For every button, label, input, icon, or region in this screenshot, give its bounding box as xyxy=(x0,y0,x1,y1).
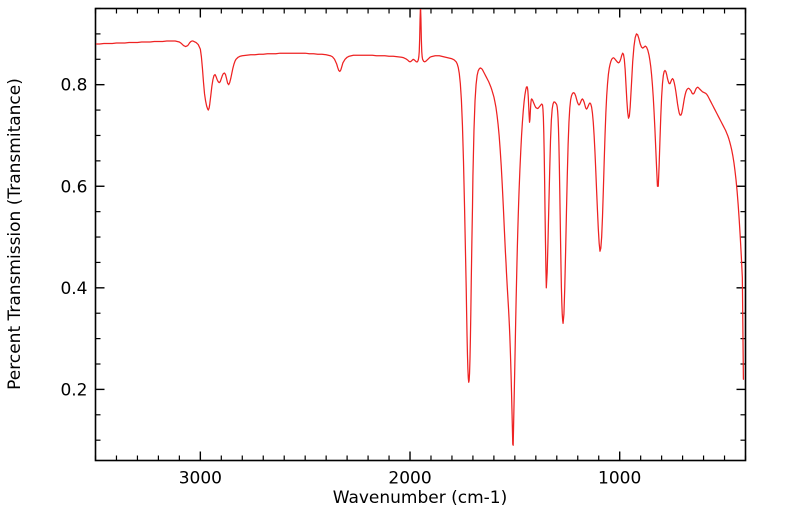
data-area xyxy=(96,9,745,446)
y-tick-label: 0.8 xyxy=(60,76,87,96)
x-axis-minor-ticks xyxy=(94,8,747,461)
y-axis-major-ticks xyxy=(95,83,746,391)
x-axis-title: Wavenumber (cm-1) xyxy=(333,488,508,508)
x-tick-label: 1000 xyxy=(598,469,641,489)
transmittance-trace xyxy=(96,9,745,446)
axes-border xyxy=(94,7,747,462)
y-axis-minor-ticks xyxy=(95,7,746,441)
x-axis-tick-labels: 3000 2000 1000 xyxy=(179,469,642,489)
x-axis-major-ticks xyxy=(199,8,621,461)
y-tick-label: 0.6 xyxy=(60,177,87,197)
y-axis-title: Percent Transmission (Transmitance) xyxy=(5,78,25,390)
y-tick-label: 0.2 xyxy=(60,380,87,400)
x-tick-label: 3000 xyxy=(179,469,222,489)
y-tick-label: 0.4 xyxy=(60,279,87,299)
y-axis-tick-labels: 0.2 0.4 0.6 0.8 xyxy=(60,76,87,401)
plot-frame xyxy=(94,7,747,462)
x-tick-label: 2000 xyxy=(388,469,431,489)
